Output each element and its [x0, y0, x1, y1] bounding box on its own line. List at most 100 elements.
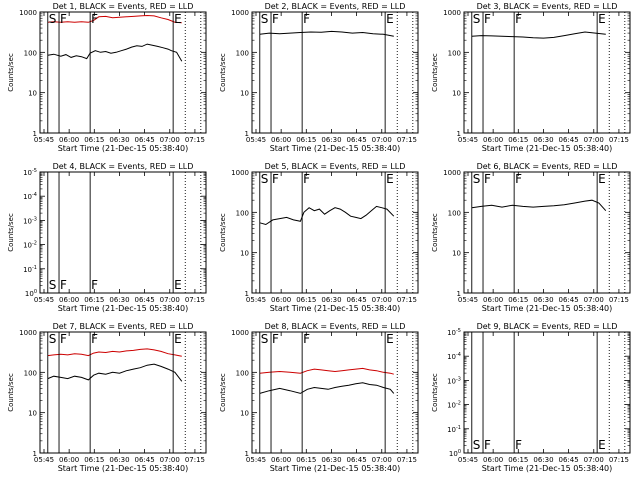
y-axis-label: Counts/sec — [219, 213, 227, 252]
y-tick-label: 10-4 — [447, 352, 461, 361]
lld-series-line — [47, 14, 182, 24]
y-axis-label: Counts/sec — [7, 213, 15, 252]
x-tick-label: 06:15 — [84, 296, 104, 304]
x-tick-label: 05:45 — [246, 456, 266, 464]
x-tick-label: 06:00 — [271, 296, 291, 304]
x-tick-label: 06:15 — [296, 296, 316, 304]
x-tick-label: 05:45 — [458, 296, 478, 304]
y-tick-label: 10-1 — [447, 425, 461, 434]
x-axis-label: Start Time (21-Dec-15 05:38:40) — [58, 144, 189, 153]
x-tick-label: 07:15 — [397, 296, 417, 304]
time-marker-label: F — [272, 12, 279, 26]
time-marker-label: F — [303, 332, 310, 346]
time-marker-label: F — [484, 12, 491, 26]
time-marker-label: F — [484, 172, 491, 186]
events-series-line — [47, 43, 183, 62]
x-tick-label: 07:00 — [160, 136, 180, 144]
x-tick-label: 06:15 — [84, 136, 104, 144]
time-marker-label: E — [174, 278, 182, 292]
x-tick-label: 06:15 — [508, 456, 528, 464]
panel-det-4: Det 4, BLACK = Events, RED = LLD 100 10-1 1… — [7, 162, 207, 313]
y-tick-label: 10 — [452, 90, 461, 98]
plot-frame — [251, 171, 419, 294]
x-tick-label: 06:15 — [84, 456, 104, 464]
y-tick-label: 10-2 — [23, 241, 37, 250]
lld-series-line — [47, 348, 182, 357]
data-area — [471, 31, 606, 39]
time-marker-label: E — [598, 438, 606, 452]
events-series-line — [259, 205, 395, 226]
x-tick-label: 07:15 — [185, 456, 205, 464]
x-tick-label: 06:30 — [321, 136, 341, 144]
data-area — [259, 30, 394, 37]
x-tick-label: 06:00 — [271, 456, 291, 464]
y-tick-label: 1 — [457, 130, 461, 138]
time-marker-label: F — [515, 12, 522, 26]
panel-title: Det 1, BLACK = Events, RED = LLD — [53, 2, 194, 11]
x-tick-label: 07:15 — [609, 456, 629, 464]
x-tick-label: 06:45 — [559, 296, 579, 304]
time-marker-label: E — [386, 332, 394, 346]
x-tick-label: 06:15 — [296, 136, 316, 144]
plot-frame — [39, 11, 207, 134]
y-tick-label: 100 — [24, 49, 37, 57]
x-tick-label: 07:00 — [160, 456, 180, 464]
data-area — [47, 14, 183, 62]
y-tick-label: 100 — [236, 209, 249, 217]
x-tick-label: 07:00 — [584, 296, 604, 304]
y-tick-label: 1000 — [231, 329, 249, 337]
x-tick-label: 06:45 — [347, 296, 367, 304]
time-marker-label: F — [60, 332, 67, 346]
y-axis-label: Counts/sec — [431, 53, 439, 92]
x-axis-label: Start Time (21-Dec-15 05:38:40) — [482, 464, 613, 473]
y-tick-label: 100 — [24, 369, 37, 377]
y-tick-label: 10 — [240, 250, 249, 258]
x-tick-label: 06:45 — [559, 136, 579, 144]
x-axis-label: Start Time (21-Dec-15 05:38:40) — [482, 144, 613, 153]
y-tick-label: 1000 — [443, 169, 461, 177]
time-marker-label: F — [91, 12, 98, 26]
x-tick-label: 06:30 — [109, 456, 129, 464]
x-tick-label: 06:30 — [321, 296, 341, 304]
time-marker-label: S — [49, 332, 57, 346]
y-axis-label: Counts/sec — [219, 373, 227, 412]
time-marker-label: F — [303, 172, 310, 186]
time-marker-label: E — [598, 12, 606, 26]
x-tick-label: 06:30 — [109, 136, 129, 144]
events-series-line — [471, 199, 607, 212]
y-axis-label: Counts/sec — [219, 53, 227, 92]
y-tick-label: 10 — [240, 410, 249, 418]
x-axis-label: Start Time (21-Dec-15 05:38:40) — [270, 464, 401, 473]
events-series-line — [259, 382, 395, 394]
y-tick-label: 1 — [245, 130, 249, 138]
time-marker-label: S — [473, 172, 481, 186]
time-marker-label: E — [174, 332, 182, 346]
panel-det-1: Det 1, BLACK = Events, RED = LLD 1 10 100 10… — [7, 2, 207, 153]
x-tick-label: 06:45 — [347, 136, 367, 144]
y-tick-label: 1000 — [231, 9, 249, 17]
x-tick-label: 06:45 — [135, 456, 155, 464]
y-tick-label: 100 — [449, 449, 461, 458]
time-marker-label: F — [515, 438, 522, 452]
x-tick-label: 06:45 — [135, 296, 155, 304]
y-tick-label: 1000 — [19, 9, 37, 17]
x-tick-label: 05:45 — [246, 296, 266, 304]
panel-title: Det 3, BLACK = Events, RED = LLD — [477, 2, 618, 11]
y-axis-label: Counts/sec — [7, 53, 15, 92]
panel-title: Det 4, BLACK = Events, RED = LLD — [53, 162, 194, 171]
time-marker-label: F — [60, 12, 67, 26]
y-tick-label: 1 — [33, 130, 37, 138]
plot-frame — [463, 171, 631, 294]
plot-frame — [463, 331, 631, 454]
time-marker-label: F — [515, 172, 522, 186]
panel-title: Det 8, BLACK = Events, RED = LLD — [265, 322, 406, 331]
x-tick-label: 06:30 — [109, 296, 129, 304]
x-tick-label: 05:45 — [34, 296, 54, 304]
x-tick-label: 07:15 — [185, 296, 205, 304]
x-tick-label: 06:45 — [559, 456, 579, 464]
y-tick-label: 1 — [457, 290, 461, 298]
y-tick-label: 10 — [452, 250, 461, 258]
x-tick-label: 06:15 — [508, 296, 528, 304]
y-tick-label: 10-2 — [447, 401, 461, 410]
panel-title: Det 7, BLACK = Events, RED = LLD — [53, 322, 194, 331]
